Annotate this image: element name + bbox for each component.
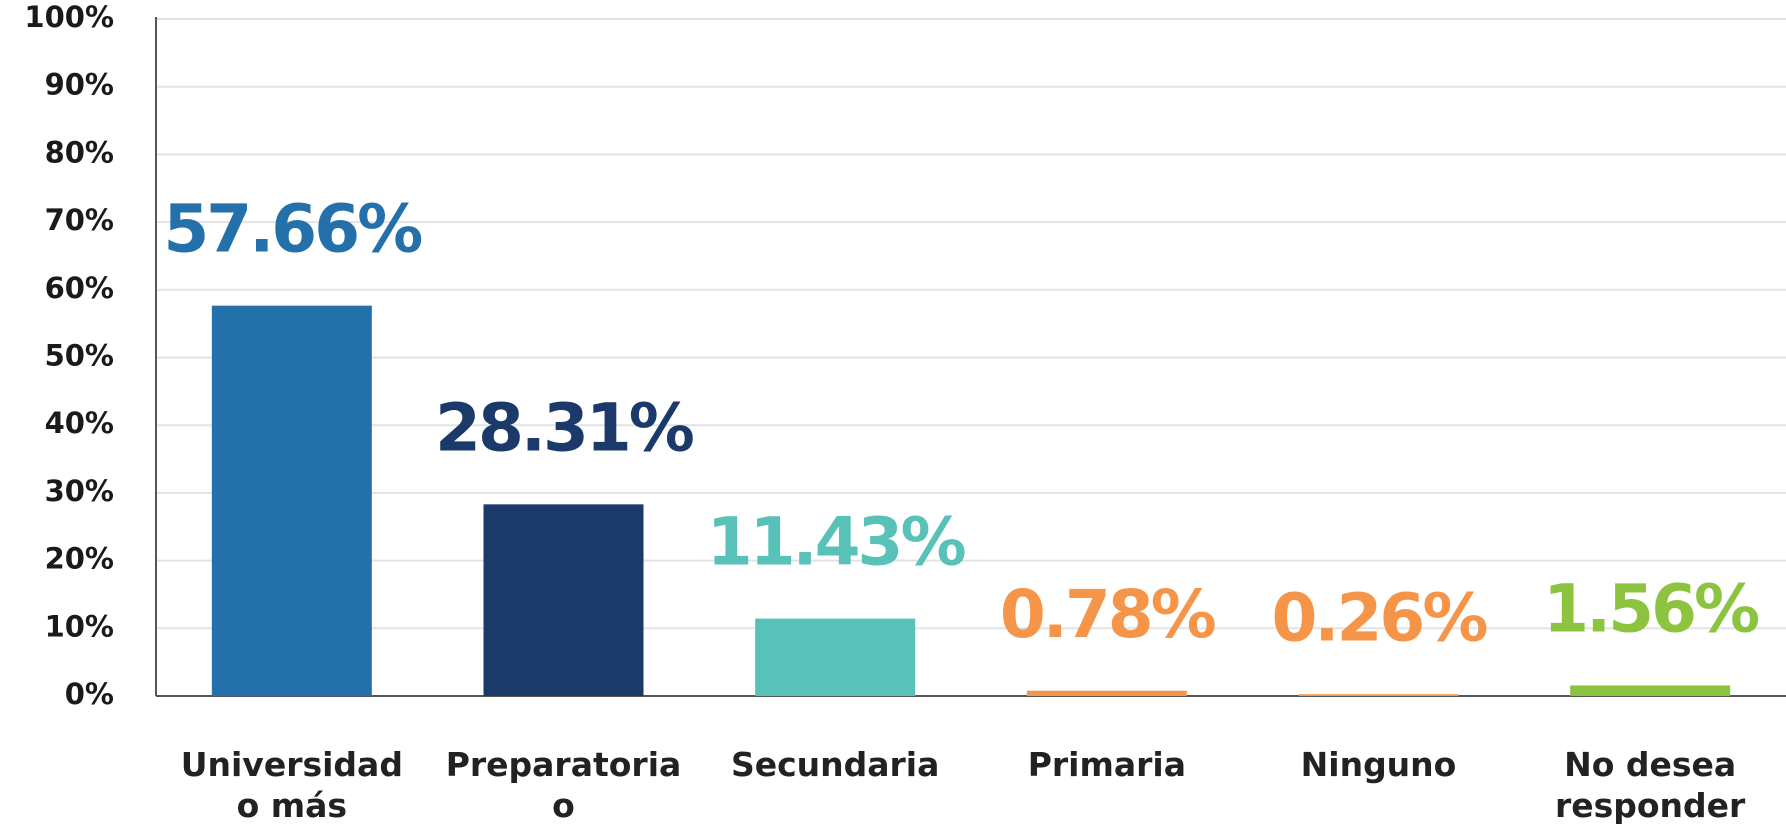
bar (211, 305, 372, 696)
x-tick-label: Primaria (1028, 745, 1186, 784)
y-tick-label: 0% (65, 677, 114, 711)
x-tick-label-line: o más (237, 786, 347, 825)
y-tick-label: 40% (45, 406, 114, 440)
bar (755, 618, 916, 696)
y-tick-label: 90% (45, 68, 114, 102)
value-label: 28.31% (435, 389, 694, 466)
x-tick-label: Universidad o más (181, 745, 403, 825)
x-tick-label-line: No desea (1564, 745, 1736, 784)
x-tick-label-line: Primaria (1028, 745, 1186, 784)
x-tick-label: Secundaria (731, 745, 939, 784)
value-label: 1.56% (1543, 571, 1759, 648)
x-tick-label: Ninguno (1301, 745, 1457, 784)
x-tick-label: No desea responder (1555, 745, 1746, 825)
y-tick-label: 60% (45, 271, 114, 305)
y-tick-label: 80% (45, 135, 114, 169)
x-tick-label-line: Universidad (181, 745, 403, 784)
bar (1298, 694, 1459, 696)
y-tick-label: 10% (45, 609, 114, 643)
bar (483, 504, 644, 696)
x-tick-label-line: equivalente (454, 827, 674, 831)
x-tick-label-line: o (552, 786, 575, 825)
value-label: 0.78% (1000, 576, 1216, 653)
y-tick-label: 20% (45, 542, 114, 576)
y-tick-label: 30% (45, 474, 114, 508)
bar (1026, 690, 1187, 696)
y-tick-label: 50% (45, 339, 114, 373)
value-label: 57.66% (163, 191, 422, 268)
value-label: 0.26% (1272, 579, 1488, 656)
y-tick-label: 70% (45, 203, 114, 237)
y-tick-label: 100% (24, 0, 114, 34)
value-label: 11.43% (707, 504, 966, 581)
x-tick-label-line: Secundaria (731, 745, 939, 784)
bar (1570, 685, 1731, 696)
x-tick-label-line: responder (1555, 786, 1746, 825)
x-tick-label-line: Preparatoria (446, 745, 682, 784)
x-tick-label-line: Ninguno (1301, 745, 1457, 784)
